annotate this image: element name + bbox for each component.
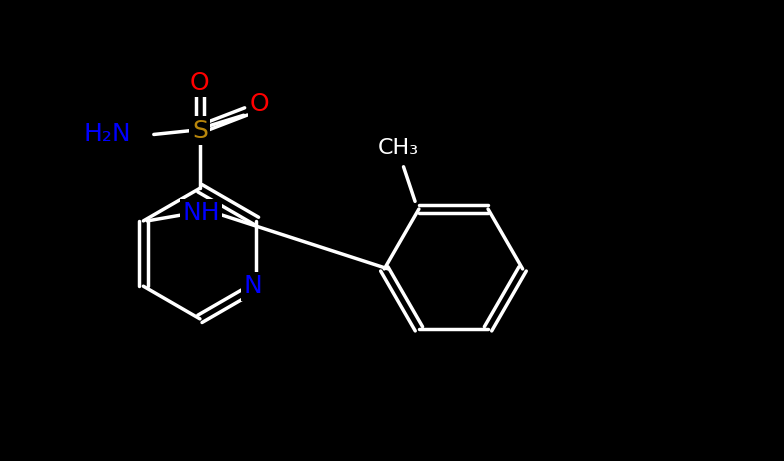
Text: CH₃: CH₃ bbox=[378, 137, 419, 158]
Text: S: S bbox=[192, 118, 208, 142]
Text: O: O bbox=[250, 92, 270, 116]
Text: O: O bbox=[190, 71, 210, 95]
Text: NH: NH bbox=[182, 201, 220, 225]
Text: H₂N: H₂N bbox=[83, 123, 131, 147]
Text: N: N bbox=[243, 274, 262, 298]
